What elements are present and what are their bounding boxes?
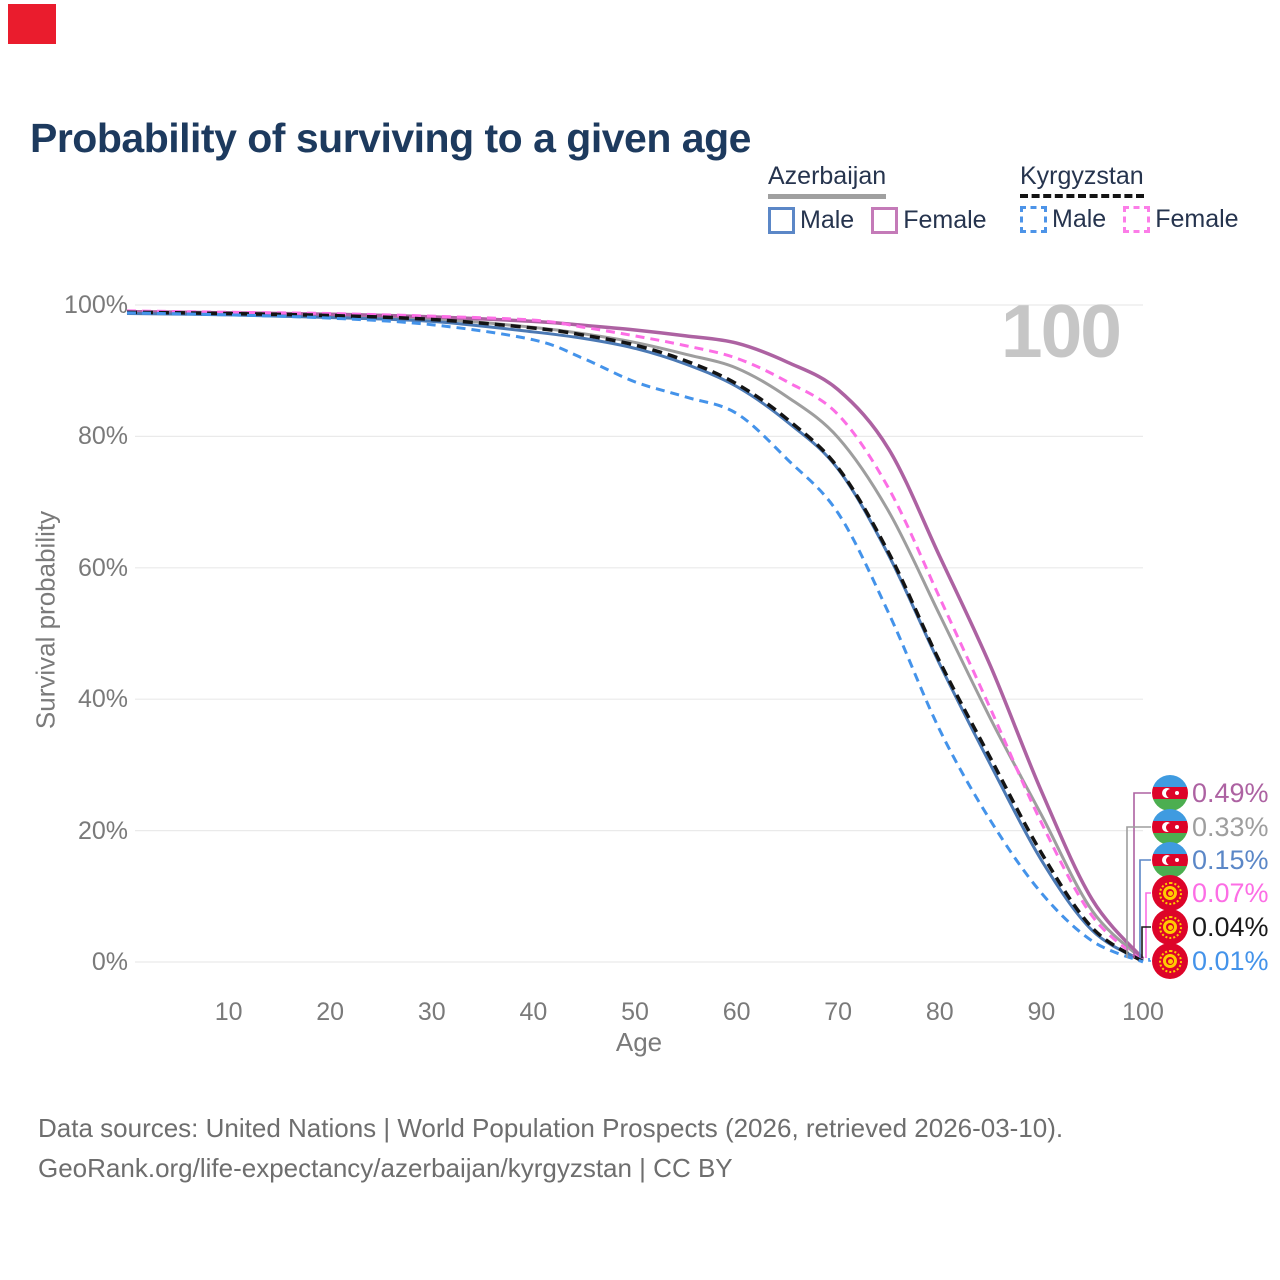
x-tick-label: 10 xyxy=(214,998,243,1026)
azerbaijan-flag-icon xyxy=(1152,842,1188,878)
end-label-connector xyxy=(1139,859,1151,958)
end-label-value: 0.01% xyxy=(1192,945,1269,976)
y-tick-label: 80% xyxy=(77,422,128,451)
legend-item-azerbaijan-female[interactable]: Female xyxy=(871,206,987,235)
attribution-line: GeoRank.org/life-expectancy/azerbaijan/k… xyxy=(38,1153,733,1184)
footer: Data sources: United Nations | World Pop… xyxy=(38,1108,1063,1189)
kyrgyzstan-flag-icon xyxy=(1152,875,1188,911)
x-tick-label: 40 xyxy=(519,998,548,1026)
end-label-connector xyxy=(1133,792,1151,958)
x-tick-label: 20 xyxy=(316,998,345,1026)
x-tick-label: 80 xyxy=(925,998,954,1026)
end-label-kyrgyzstan-male: 0.01% xyxy=(1152,943,1269,979)
azerbaijan-flag-icon xyxy=(1152,775,1188,811)
x-tick-label: 60 xyxy=(722,998,751,1026)
data-sources-line: Data sources: United Nations | World Pop… xyxy=(38,1113,1064,1143)
legend-item-kyrgyzstan-female[interactable]: Female xyxy=(1123,205,1239,234)
legend-country-kyrgyzstan[interactable]: Kyrgyzstan xyxy=(1020,162,1144,198)
y-axis-title: Survival probability xyxy=(30,510,61,730)
legend-group-kyrgyzstan: Kyrgyzstan Male Female xyxy=(1020,162,1256,234)
end-label-kyrgyzstan-female: 0.07% xyxy=(1152,875,1269,911)
y-tick-label: 100% xyxy=(64,291,128,319)
azerbaijan-flag-icon xyxy=(1152,809,1188,845)
age-watermark: 100 xyxy=(1000,289,1122,373)
azerbaijan-female-swatch-icon xyxy=(871,207,899,234)
x-tick-label: 30 xyxy=(417,998,446,1026)
end-label-value: 0.15% xyxy=(1192,844,1269,875)
curve-kyrgyzstan-male xyxy=(126,311,1144,964)
x-tick-label: 100 xyxy=(1122,998,1164,1026)
legend-country-azerbaijan[interactable]: Azerbaijan xyxy=(768,162,887,199)
y-tick-label: 0% xyxy=(91,948,128,976)
curve-azerbaijan-male xyxy=(126,312,1144,963)
y-tick-label: 20% xyxy=(77,816,128,845)
y-tick-label: 60% xyxy=(77,553,128,582)
end-label-azerbaijan-female: 0.49% xyxy=(1152,775,1269,811)
end-label-kyrgyzstan-both-sexes: 0.04% xyxy=(1152,909,1269,945)
end-label-azerbaijan-both-sexes: 0.33% xyxy=(1152,809,1269,845)
end-label-value: 0.33% xyxy=(1192,811,1269,842)
end-label-value: 0.04% xyxy=(1192,911,1269,942)
y-tick-label: 40% xyxy=(77,685,128,714)
end-label-value: 0.49% xyxy=(1192,777,1269,808)
curve-azerbaijan-both-sexes xyxy=(126,311,1145,961)
x-axis-title: Age xyxy=(615,1027,663,1057)
legend-item-azerbaijan-male[interactable]: Male xyxy=(768,206,854,235)
x-tick-label: 70 xyxy=(824,998,853,1026)
end-label-connector xyxy=(1145,892,1151,958)
red-marker xyxy=(8,4,56,44)
x-tick-label: 50 xyxy=(621,998,649,1026)
x-tick-label: 90 xyxy=(1027,998,1056,1026)
kyrgyzstan-male-swatch-icon xyxy=(1020,206,1047,233)
end-label-connector xyxy=(1126,826,1151,958)
legend-group-azerbaijan: Azerbaijan Male Female xyxy=(768,162,1004,235)
end-label-connector xyxy=(1141,926,1151,958)
kyrgyzstan-flag-icon xyxy=(1152,909,1188,945)
legend-item-kyrgyzstan-male[interactable]: Male xyxy=(1020,205,1106,234)
kyrgyzstan-flag-icon xyxy=(1152,943,1188,979)
end-label-azerbaijan-male: 0.15% xyxy=(1152,842,1269,878)
page-title: Probability of surviving to a given age xyxy=(30,115,751,162)
curve-azerbaijan-female xyxy=(126,309,1145,960)
end-label-connector xyxy=(1148,958,1151,962)
curve-kyrgyzstan-both-sexes xyxy=(126,310,1144,964)
curve-kyrgyzstan-female xyxy=(126,309,1145,963)
end-label-value: 0.07% xyxy=(1192,877,1269,908)
azerbaijan-male-swatch-icon xyxy=(768,207,795,234)
kyrgyzstan-female-swatch-icon xyxy=(1123,206,1151,233)
